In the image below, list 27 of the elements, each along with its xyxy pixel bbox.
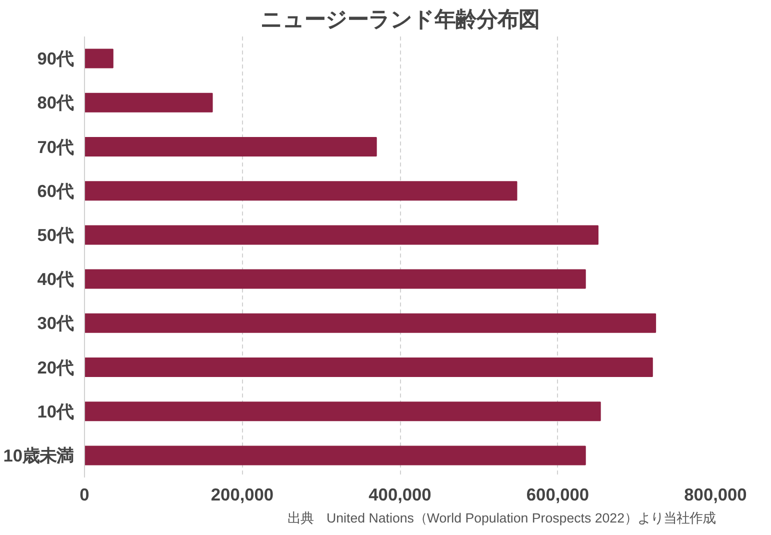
y-tick-label: 10代 (37, 401, 74, 422)
y-tick-label: 90代 (37, 48, 74, 69)
bar (84, 313, 656, 333)
bar (84, 136, 377, 157)
bar (84, 357, 653, 378)
chart-title: ニュージーランド年齢分布図 (260, 8, 540, 32)
source-note: 出典 United Nations（World Population Prospects 2022）より当社作成 (288, 510, 716, 526)
y-tick-label: 30代 (37, 313, 74, 334)
bar (84, 181, 518, 201)
y-tick-label: 20代 (37, 357, 74, 378)
bar (84, 92, 213, 112)
bar (84, 269, 586, 289)
x-tick-label: 200,000 (210, 484, 274, 504)
y-tick-label: 70代 (37, 136, 74, 157)
x-tick-label: 400,000 (368, 484, 432, 504)
y-tick-label: 40代 (37, 269, 74, 290)
y-tick-label: 80代 (37, 92, 74, 113)
bar (84, 402, 601, 422)
bar (84, 48, 114, 68)
x-tick-label: 600,000 (526, 484, 590, 504)
x-tick-label: 800,000 (684, 484, 747, 504)
bar (84, 446, 586, 466)
bar (84, 225, 598, 245)
x-tick-label: 0 (80, 484, 90, 504)
y-tick-label: 60代 (37, 180, 74, 201)
y-tick-label: 50代 (37, 224, 74, 245)
y-tick-label: 10歳未満 (3, 445, 74, 466)
